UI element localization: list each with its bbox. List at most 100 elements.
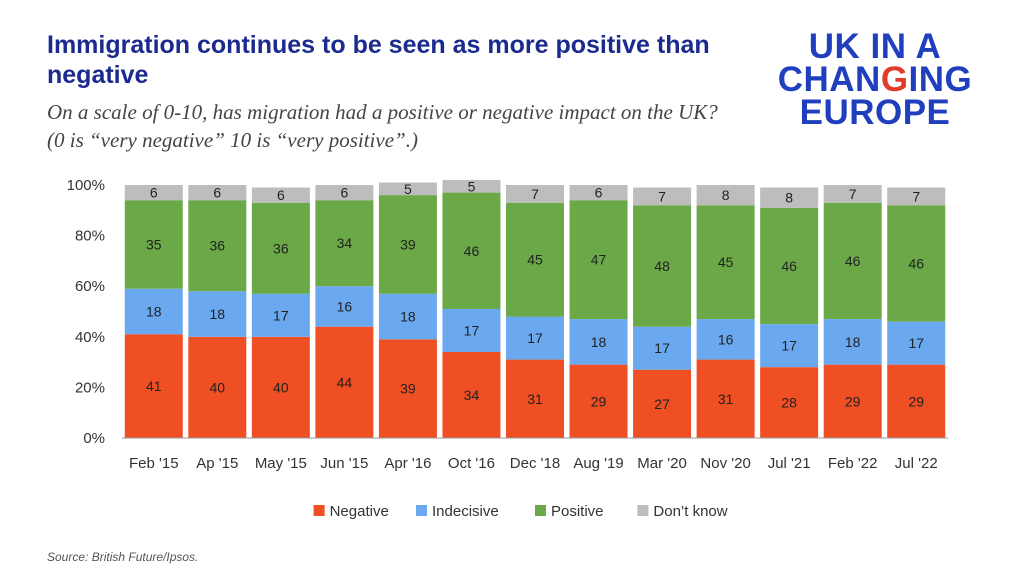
data-label: 7 — [531, 186, 539, 202]
data-label: 17 — [273, 307, 289, 323]
data-label: 36 — [273, 240, 289, 256]
x-tick-label: May '15 — [255, 455, 307, 472]
data-label: 17 — [527, 330, 543, 346]
bar-segment — [696, 185, 755, 206]
legend-label: Negative — [330, 503, 389, 520]
bar-segment — [633, 205, 692, 327]
data-label: 46 — [908, 255, 924, 271]
data-label: 6 — [150, 185, 158, 201]
bar-segment — [188, 185, 247, 201]
chart-title: Immigration continues to be seen as more… — [47, 31, 710, 89]
bar-segment — [188, 336, 247, 438]
data-label: 8 — [722, 187, 730, 203]
x-tick-label: Nov '20 — [700, 455, 750, 472]
x-tick-label: Aug '19 — [573, 455, 623, 472]
bar-segment — [251, 336, 310, 438]
data-label: 45 — [527, 252, 543, 268]
y-tick-label: 60% — [75, 278, 105, 295]
data-label: 31 — [527, 391, 543, 407]
bar-segment — [251, 187, 310, 203]
bar-segment — [251, 293, 310, 337]
bar-segment — [315, 286, 374, 327]
bar-segment — [887, 187, 946, 206]
bar-segment — [823, 202, 882, 320]
data-label: 39 — [400, 381, 416, 397]
data-label: 28 — [781, 395, 797, 411]
x-tick-label: Jul '21 — [768, 455, 811, 472]
data-label: 16 — [718, 331, 734, 347]
legend-swatch — [637, 505, 649, 516]
source-note: Source: British Future/Ipsos. — [47, 550, 199, 564]
bar-segment — [633, 187, 692, 206]
x-tick-label: Oct '16 — [448, 455, 495, 472]
bar-segment — [506, 202, 564, 317]
bar-segment — [506, 316, 564, 360]
bar-segment — [633, 326, 692, 370]
data-label: 17 — [464, 322, 480, 338]
data-label: 29 — [591, 393, 607, 409]
data-label: 7 — [849, 186, 857, 202]
bar-segment — [378, 293, 437, 340]
bar-segment — [188, 291, 247, 337]
data-label: 41 — [146, 378, 162, 394]
legend-label: Don’t know — [653, 503, 727, 520]
data-label: 17 — [908, 335, 924, 351]
bar-segment — [124, 334, 183, 438]
data-label: 36 — [210, 238, 226, 254]
bar-segment — [442, 179, 501, 193]
bar-segment — [315, 326, 374, 438]
data-label: 5 — [404, 181, 412, 197]
x-tick-label: Feb '22 — [828, 455, 878, 472]
bar-segment — [315, 200, 374, 287]
data-label: 17 — [781, 338, 797, 354]
bar-segment — [760, 367, 819, 438]
data-label: 48 — [654, 258, 670, 274]
y-tick-label: 40% — [75, 329, 105, 346]
subtitle-line-2: (0 is “very negative” 10 is “very positi… — [47, 128, 418, 152]
bar-segment — [887, 205, 946, 322]
bar-segment — [823, 319, 882, 365]
legend-swatch — [313, 505, 325, 516]
data-label: 34 — [464, 387, 480, 403]
data-label: 35 — [146, 236, 162, 252]
bar-segment — [251, 202, 310, 294]
y-tick-label: 0% — [83, 430, 105, 447]
data-label: 29 — [845, 393, 861, 409]
bar-segment — [124, 288, 183, 335]
bar-segment — [887, 321, 946, 365]
bar-segment — [378, 182, 437, 196]
logo-line-1: UK IN A — [808, 27, 942, 66]
data-label: 39 — [400, 236, 416, 252]
data-label: 6 — [277, 187, 285, 203]
bar-segment — [188, 200, 247, 292]
data-label: 34 — [337, 235, 353, 251]
x-tick-label: Ap '15 — [196, 455, 238, 472]
chart-subtitle: On a scale of 0-10, has migration had a … — [47, 98, 747, 154]
data-label: 6 — [340, 185, 348, 201]
data-label: 18 — [845, 334, 861, 350]
data-label: 40 — [273, 379, 289, 395]
bar-segment — [887, 364, 946, 438]
bar-segment — [124, 200, 183, 289]
x-tick-label: Dec '18 — [510, 455, 560, 472]
bar-segment — [823, 185, 882, 203]
bar-segment — [760, 207, 819, 325]
bar-segment — [760, 324, 819, 368]
legend-label: Indecisive — [432, 503, 499, 520]
x-tick-label: Jun '15 — [320, 455, 368, 472]
data-label: 18 — [210, 306, 226, 322]
bar-segment — [124, 185, 183, 201]
bar-segment — [506, 185, 564, 203]
bar-segment — [442, 308, 501, 352]
bar-segment — [442, 192, 501, 309]
data-label: 7 — [912, 188, 920, 204]
data-label: 18 — [400, 309, 416, 325]
x-tick-label: Jul '22 — [895, 455, 938, 472]
data-label: 7 — [658, 188, 666, 204]
x-tick-label: Mar '20 — [637, 455, 687, 472]
data-label: 45 — [718, 254, 734, 270]
data-label: 46 — [845, 253, 861, 269]
data-label: 17 — [654, 340, 670, 356]
data-label: 27 — [654, 396, 670, 412]
x-tick-label: Feb '15 — [129, 455, 179, 472]
